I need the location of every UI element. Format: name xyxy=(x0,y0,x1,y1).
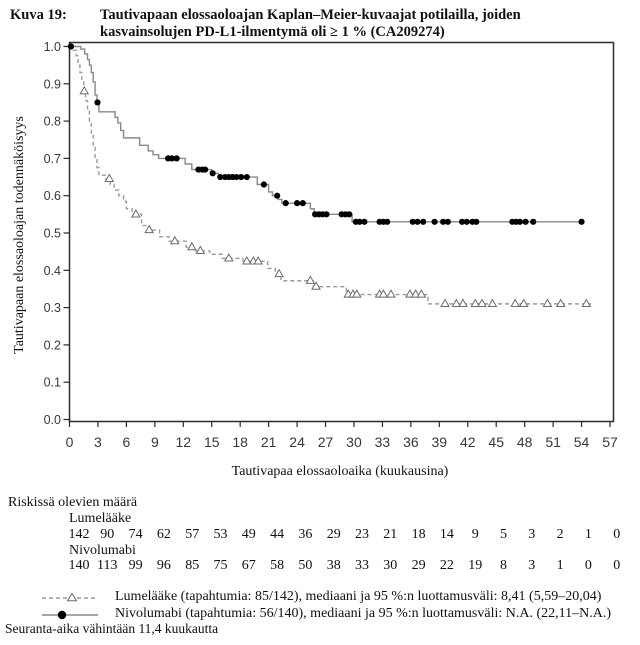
svg-text:9: 9 xyxy=(151,434,159,450)
risk-count: 99 xyxy=(128,558,143,573)
risk-count: 90 xyxy=(100,527,115,542)
svg-text:36: 36 xyxy=(403,434,419,450)
risk-count: 21 xyxy=(383,527,398,542)
risk-count: 30 xyxy=(383,558,398,573)
risk-table-counts-lumelaake: 142 90 74 62 57 53 49 44 36 29 23 21 18 14 9 5 3 2 1 0 xyxy=(0,527,640,543)
svg-text:0.6: 0.6 xyxy=(44,189,61,203)
legend-label-lumelaake: Lumelääke (tapahtumia: 85/142), mediaani… xyxy=(115,589,602,604)
svg-text:12: 12 xyxy=(176,434,192,450)
risk-count: 85 xyxy=(185,558,200,573)
risk-table-counts-nivolumabi: 140 113 99 96 85 75 67 58 50 38 33 30 29 22 19 8 3 1 0 0 xyxy=(0,558,640,574)
risk-count: 49 xyxy=(241,527,256,542)
risk-count: 96 xyxy=(156,558,171,573)
svg-text:51: 51 xyxy=(545,434,561,450)
risk-count: 23 xyxy=(355,527,369,542)
svg-text:18: 18 xyxy=(232,434,248,450)
svg-text:0.4: 0.4 xyxy=(44,264,61,278)
kaplan-meier-plot: 0.00.10.20.30.40.50.60.70.80.91.00 3 6 9 12 1… xyxy=(44,40,618,450)
risk-count: 75 xyxy=(213,558,228,573)
svg-text:0.0: 0.0 xyxy=(44,413,61,427)
risk-count: 29 xyxy=(411,558,426,573)
dashed-line-open-triangle-icon xyxy=(42,592,98,602)
legend-row-lumelaake: Lumelääke (tapahtumia: 85/142), mediaani… xyxy=(0,589,640,606)
risk-count: 2 xyxy=(556,527,564,542)
svg-text:30: 30 xyxy=(346,434,362,450)
x-axis-title: Tautivapaa elossaoloaika (kuukausina) xyxy=(231,464,449,479)
svg-text:21: 21 xyxy=(261,434,277,450)
risk-table-title: Riskissä olevien määrä xyxy=(8,495,138,510)
svg-text:45: 45 xyxy=(488,434,504,450)
risk-count: 3 xyxy=(528,527,536,542)
legend-row-nivolumabi: Nivolumabi (tapahtumia: 56/140), mediaan… xyxy=(0,606,640,623)
svg-text:0.5: 0.5 xyxy=(44,227,61,241)
svg-text:0.8: 0.8 xyxy=(44,115,61,129)
risk-count: 18 xyxy=(411,527,426,542)
risk-count: 1 xyxy=(556,558,564,573)
svg-text:0.3: 0.3 xyxy=(44,301,61,315)
risk-count: 38 xyxy=(326,558,341,573)
risk-count: 14 xyxy=(439,527,454,542)
svg-text:3: 3 xyxy=(94,434,102,450)
svg-text:57: 57 xyxy=(602,434,618,450)
solid-line-filled-circle-icon xyxy=(42,610,98,620)
svg-text:33: 33 xyxy=(375,434,391,450)
svg-text:1.0: 1.0 xyxy=(44,40,61,54)
svg-text:6: 6 xyxy=(122,434,130,450)
risk-count: 3 xyxy=(528,558,536,573)
risk-count: 29 xyxy=(326,527,341,542)
risk-count: 57 xyxy=(185,527,200,542)
risk-count: 74 xyxy=(128,527,143,542)
legend-label-nivolumabi: Nivolumabi (tapahtumia: 56/140), mediaan… xyxy=(115,606,612,621)
svg-text:42: 42 xyxy=(460,434,476,450)
svg-text:0.7: 0.7 xyxy=(44,152,61,166)
risk-count: 44 xyxy=(270,527,285,542)
risk-count: 0 xyxy=(613,527,621,542)
risk-count: 53 xyxy=(213,527,228,542)
risk-count: 0 xyxy=(584,558,592,573)
risk-count: 113 xyxy=(97,558,118,573)
risk-count: 0 xyxy=(613,558,621,573)
risk-count: 62 xyxy=(156,527,171,542)
figure-title-line2: kasvainsolujen PD-L1-ilmentymä oli ≥ 1 %… xyxy=(100,24,445,40)
risk-count: 140 xyxy=(68,558,90,573)
svg-text:0.1: 0.1 xyxy=(44,376,61,390)
risk-count: 67 xyxy=(241,558,256,573)
risk-table-group-nivolumabi: Nivolumabi xyxy=(69,543,136,558)
svg-text:0: 0 xyxy=(66,434,74,450)
svg-text:24: 24 xyxy=(289,434,305,450)
figure-label: Kuva 19: xyxy=(10,7,67,23)
risk-table-group-lumelaake: Lumelääke xyxy=(69,511,132,526)
svg-text:39: 39 xyxy=(432,434,448,450)
risk-count: 50 xyxy=(298,558,313,573)
risk-count: 19 xyxy=(468,558,483,573)
svg-text:0.2: 0.2 xyxy=(44,338,61,352)
risk-count: 33 xyxy=(355,558,369,573)
risk-count: 8 xyxy=(500,558,507,573)
figure-title-line1: Tautivapaan elossaoloajan Kaplan–Meier-k… xyxy=(100,7,521,23)
risk-count: 58 xyxy=(270,558,285,573)
svg-text:0.9: 0.9 xyxy=(44,77,61,91)
svg-text:54: 54 xyxy=(574,434,590,450)
y-axis-title: Tautivapaan elossaoloajan todennäköisyys xyxy=(12,116,27,354)
risk-count: 142 xyxy=(68,527,90,542)
risk-count: 22 xyxy=(439,558,454,573)
risk-count: 9 xyxy=(471,527,479,542)
risk-count: 36 xyxy=(298,527,313,542)
svg-text:27: 27 xyxy=(318,434,334,450)
follow-up-footnote: Seuranta-aika vähintään 11,4 kuukautta xyxy=(5,621,219,636)
svg-text:15: 15 xyxy=(204,434,220,450)
risk-count: 5 xyxy=(500,527,507,542)
svg-text:48: 48 xyxy=(517,434,533,450)
risk-count: 1 xyxy=(584,527,592,542)
